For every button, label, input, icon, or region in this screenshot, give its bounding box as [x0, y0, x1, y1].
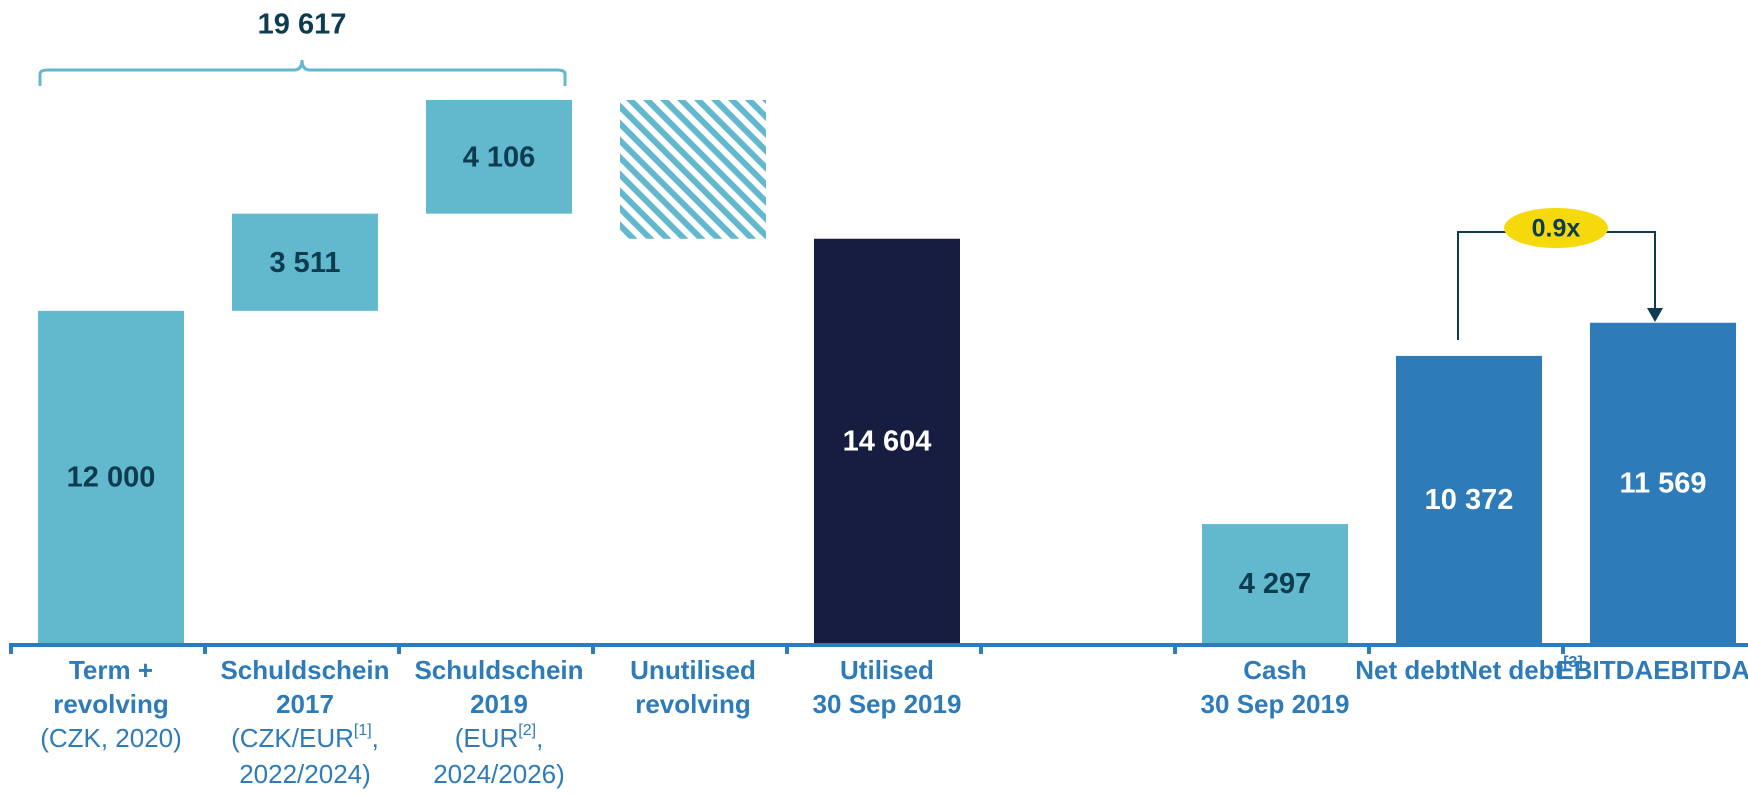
value-label: 11 569 [1619, 468, 1706, 500]
x-tick-label: 30 Sep 2019 [813, 689, 962, 719]
value-label: 4 106 [463, 141, 536, 173]
category-note-part: 2024/2026) [433, 759, 565, 789]
x-tick-label: EBITDAEBITDA[4] [1556, 654, 1748, 685]
x-tick-label: Cash [1243, 655, 1307, 685]
bar [232, 213, 378, 311]
bar [1590, 322, 1736, 643]
arrow-head [1647, 308, 1663, 322]
footnote-ref: [2] [518, 722, 536, 739]
bar [38, 310, 184, 643]
ratio-label: 0.9x [1532, 215, 1581, 243]
category-note: (CZK, 2020) [40, 723, 182, 753]
bar [426, 100, 572, 214]
total-label: 19 617 [258, 9, 347, 41]
category-note-part: (CZK, 2020) [40, 723, 182, 753]
x-tick-label: Term + [69, 655, 153, 685]
category-note-part: (EUR [455, 723, 519, 753]
value-label: 12 000 [67, 462, 156, 494]
category-note: (CZK/EUR[1], [231, 722, 379, 753]
bar [1396, 355, 1542, 643]
category-note-part: 2022/2024) [239, 759, 371, 789]
category-note: 2024/2026) [433, 759, 565, 789]
bar [1202, 524, 1348, 643]
ratio-badge [1504, 208, 1608, 248]
category-note-part: (CZK/EUR [231, 723, 354, 753]
category-note: 2022/2024) [239, 759, 371, 789]
x-tick-label: revolving [635, 689, 751, 719]
x-tick-label-part: Net debt [1459, 655, 1563, 685]
x-tick-label: Schuldschein [220, 655, 389, 685]
footnote-ref: [1] [354, 722, 372, 739]
x-tick-label: 2019 [470, 689, 528, 719]
total-bracket [38, 59, 567, 86]
value-label: 14 604 [843, 426, 932, 458]
category-note-part: , [536, 723, 543, 753]
value-label: 3 511 [270, 247, 341, 279]
x-tick-label: Schuldschein [414, 655, 583, 685]
bar [620, 100, 766, 239]
x-tick-label: Unutilised [630, 655, 756, 685]
x-tick-label: revolving [53, 689, 169, 719]
x-tick-label: Net debtNet debt[3] [1355, 654, 1583, 685]
bar [814, 238, 960, 644]
category-note: (EUR[2], [455, 722, 544, 753]
x-tick-label: 30 Sep 2019 [1201, 689, 1350, 719]
value-label: 10 372 [1425, 484, 1514, 516]
x-tick-label: Utilised [840, 655, 934, 685]
x-tick-label-part: EBITDA [1653, 655, 1748, 685]
footnote-ref: [3] [1563, 654, 1583, 671]
category-note-part: , [372, 723, 379, 753]
x-tick-label: 2017 [276, 689, 334, 719]
value-label: 4 297 [1239, 568, 1312, 600]
